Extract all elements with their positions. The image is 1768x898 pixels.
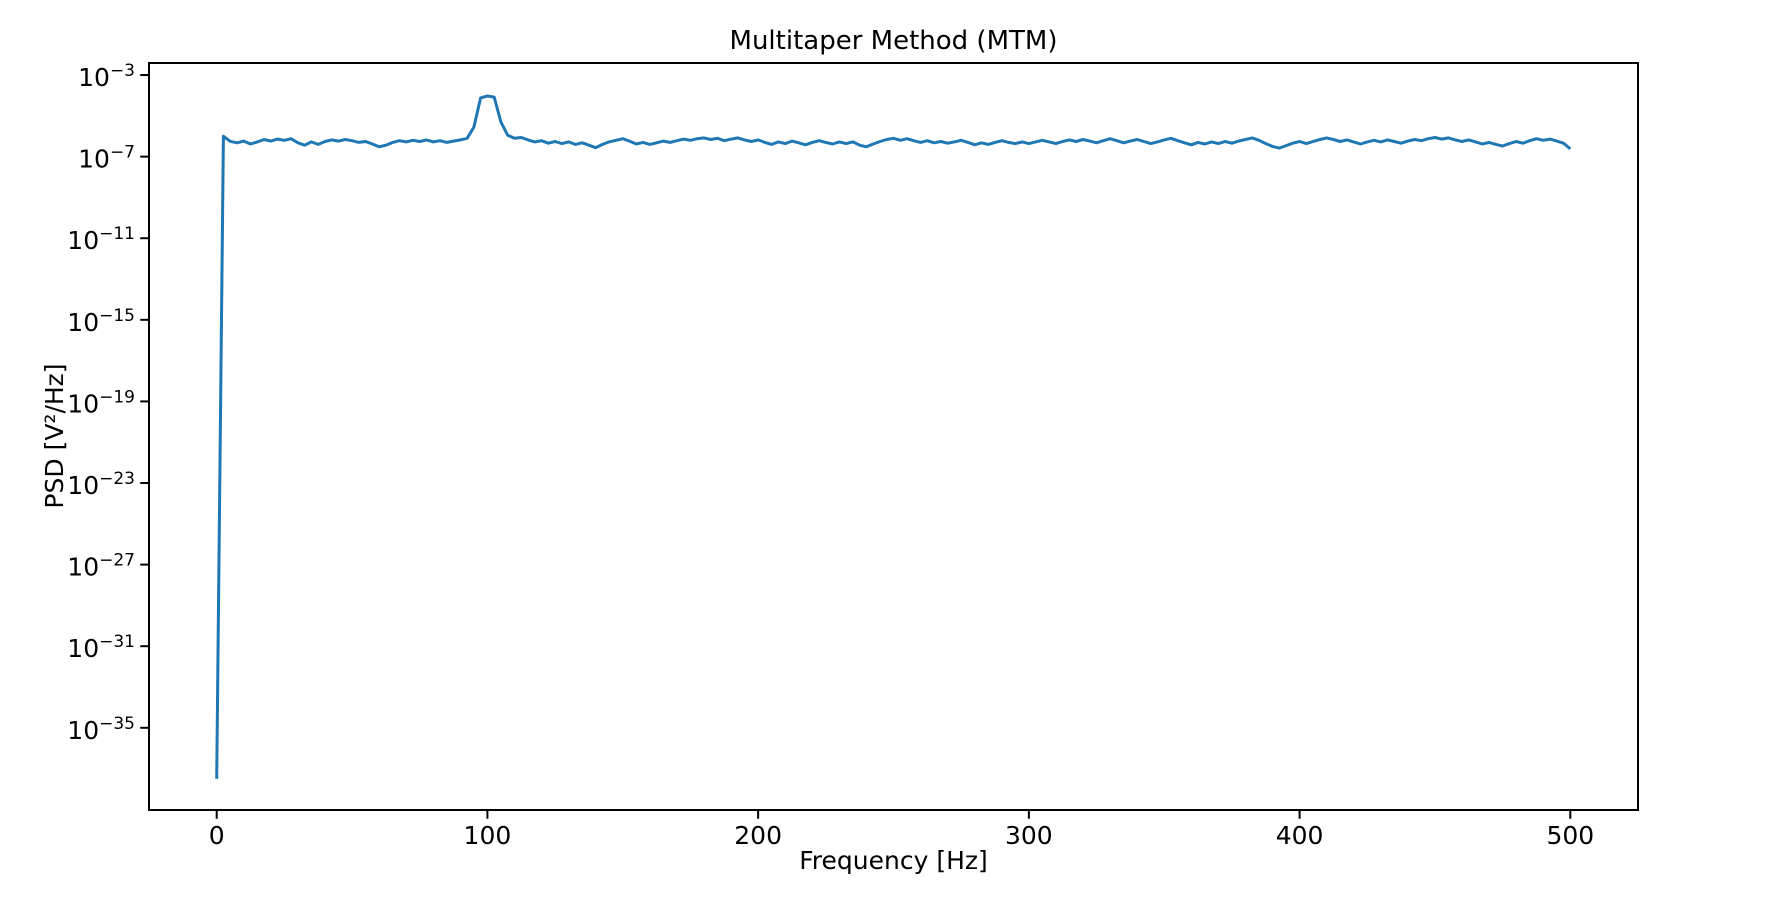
psd-line [215,94,1572,779]
y-tick-label: 10−19 [67,387,135,418]
y-tick-label: 10−27 [67,551,135,582]
x-tick-label: 100 [464,821,512,850]
chart-title: Multitaper Method (MTM) [730,26,1058,56]
y-tick-label: 10−3 [78,61,135,92]
plot-spines [148,62,1639,811]
x-tick-label: 300 [1005,821,1053,850]
y-tick-label: 10−31 [67,632,135,663]
axis-ticks: 0 100 200 300 400 500 10−3 10−7 10−11 10−15 10−19 1… [67,61,1594,850]
y-tick-label: 10−35 [67,714,135,745]
x-tick-label: 0 [209,821,225,850]
y-tick-label: 10−23 [67,469,135,500]
y-tick-label: 10−15 [67,306,135,337]
y-axis-label: PSD [V²/Hz] [40,363,69,508]
x-tick-label: 500 [1546,821,1594,850]
y-tick-label: 10−7 [78,143,135,174]
psd-line-layer [215,94,1572,779]
x-axis-label: Frequency [Hz] [799,846,988,875]
x-tick-label: 200 [734,821,782,850]
x-tick-label: 400 [1276,821,1324,850]
y-tick-label: 10−11 [67,224,135,255]
